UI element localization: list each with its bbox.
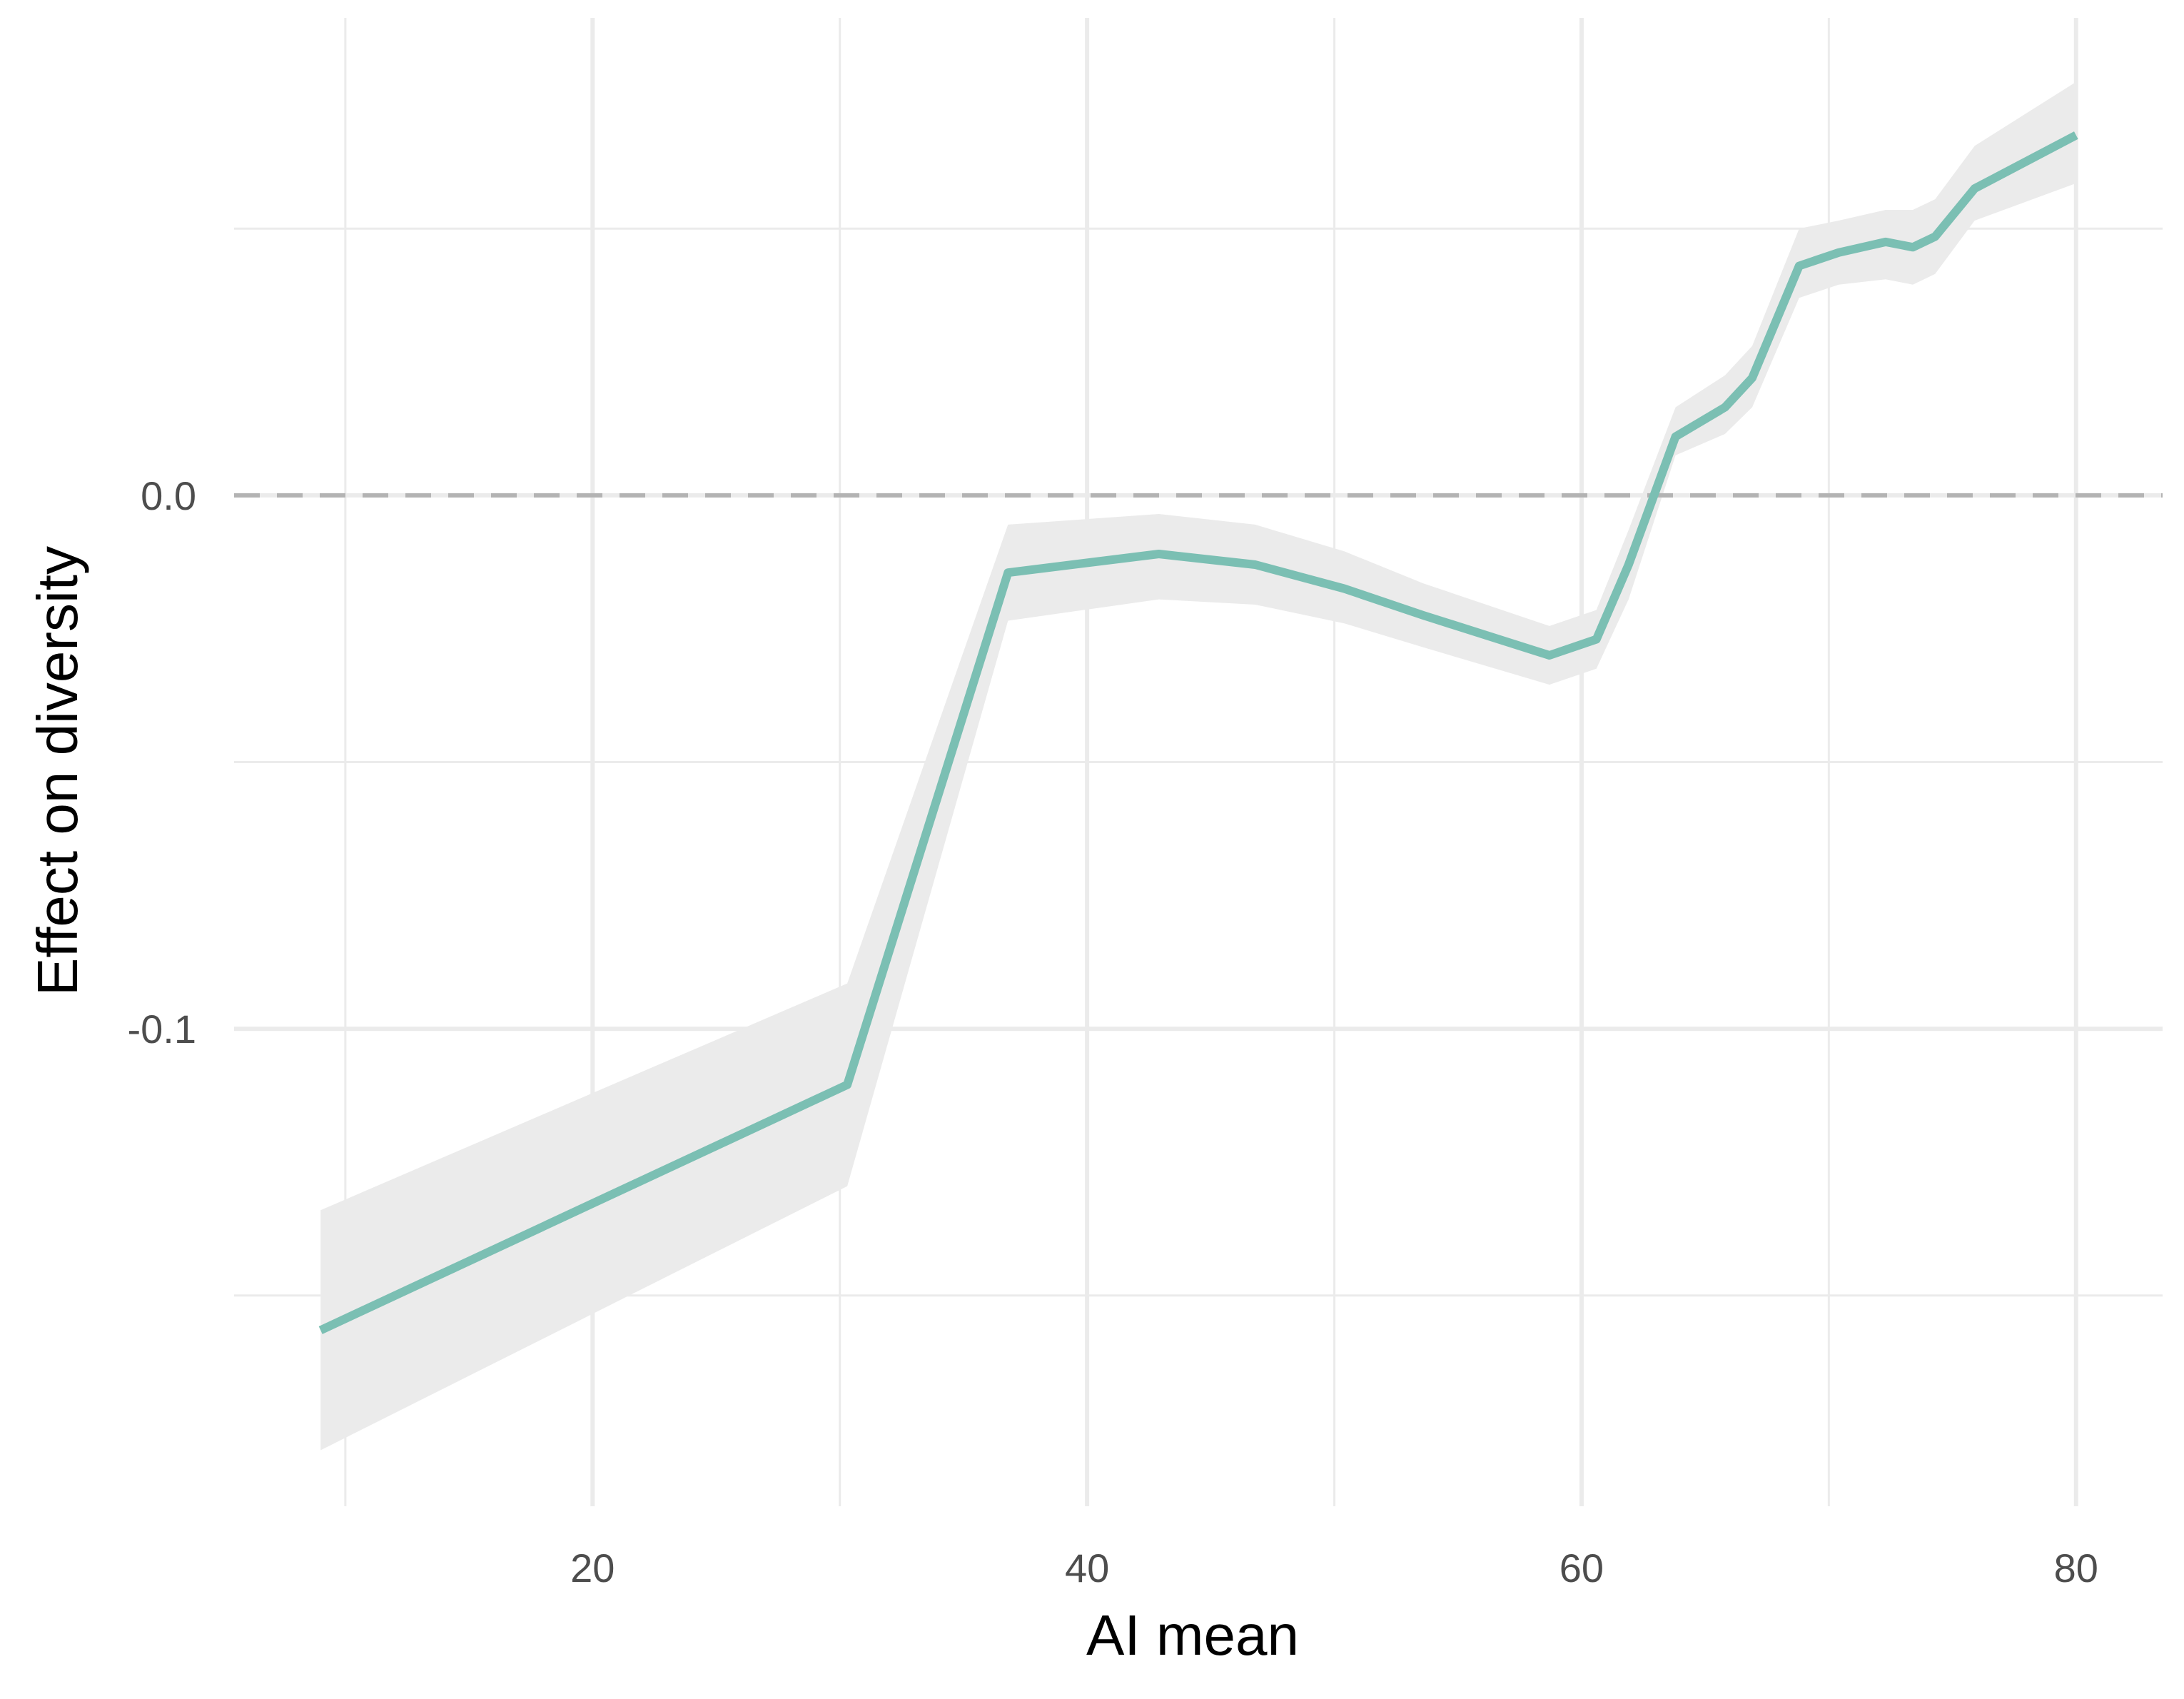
confidence-ribbon-layer [320,81,2076,1451]
x-tick-label: 20 [570,1546,615,1590]
confidence-ribbon [320,81,2076,1451]
y-axis-title: Effect on diversity [26,546,89,996]
x-tick-label: 80 [2054,1546,2098,1590]
series-line [318,131,2078,1334]
y-tick-label: -0.1 [128,1007,197,1052]
y-axis-tick-labels: 0.0 -0.1 [128,473,197,1052]
x-axis-tick-labels: 20 40 60 80 [570,1546,2098,1590]
x-tick-label: 60 [1559,1546,1604,1590]
series-line-layer [318,131,2078,1334]
y-tick-label: 0.0 [141,473,196,518]
x-axis-title: AI mean [1086,1603,1299,1667]
x-tick-label: 40 [1065,1546,1109,1590]
